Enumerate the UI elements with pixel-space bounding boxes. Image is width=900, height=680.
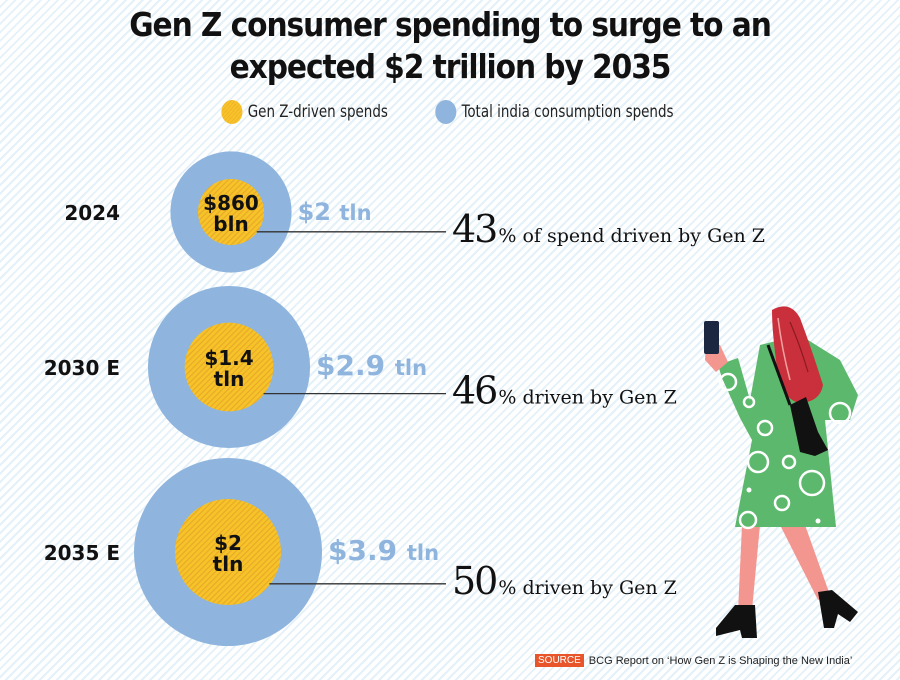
chart-title: Gen Z consumer spending to surge to an e… bbox=[45, 4, 855, 88]
percent-label: 50% driven by Gen Z bbox=[452, 559, 677, 603]
illustration-hair-strand bbox=[789, 321, 809, 373]
illustration-leg-right bbox=[780, 525, 830, 600]
illustration-shoe-left bbox=[716, 605, 757, 638]
genz-value-label: $2 bbox=[214, 531, 242, 555]
legend-item-genz: Gen Z-driven spends bbox=[221, 100, 388, 124]
total-unit: tln bbox=[395, 356, 427, 380]
total-value: $2.9 bbox=[316, 349, 395, 382]
illustration-hair-strand bbox=[777, 317, 791, 381]
title-line-2: expected $2 trillion by 2035 bbox=[229, 47, 672, 86]
genz-value-label: $860 bbox=[203, 191, 259, 215]
percent-label: 46% driven by Gen Z bbox=[452, 369, 677, 413]
year-label: 2035 E bbox=[44, 541, 120, 565]
illustration-hair bbox=[772, 306, 823, 403]
genz-unit-label: tln bbox=[214, 367, 245, 391]
woman-with-phone-illustration bbox=[704, 306, 858, 638]
illustration-shoe-right bbox=[818, 590, 858, 628]
genz-spend-bubble bbox=[184, 322, 274, 412]
total-unit: tln bbox=[339, 201, 371, 225]
illustration-phone bbox=[704, 321, 719, 354]
genz-value-label: $1.4 bbox=[204, 346, 253, 370]
illustration-leg-left bbox=[738, 525, 760, 612]
total-unit: tln bbox=[407, 541, 439, 565]
percent-text: % of spend driven by Gen Z bbox=[498, 225, 765, 247]
percent-value: 50 bbox=[452, 559, 496, 603]
illustration-dress-dot bbox=[815, 518, 821, 524]
percent-label: 43% of spend driven by Gen Z bbox=[452, 207, 765, 251]
genz-spend-bubble bbox=[197, 178, 265, 246]
legend-item-total: Total india consumption spends bbox=[435, 100, 674, 124]
year-label: 2030 E bbox=[44, 356, 120, 380]
percent-text: % driven by Gen Z bbox=[498, 577, 677, 599]
legend: Gen Z-driven spends Total india consumpt… bbox=[0, 100, 900, 124]
genz-unit-label: bln bbox=[213, 212, 248, 236]
illustration-dress-dots bbox=[718, 372, 852, 530]
illustration-dress-dot bbox=[746, 487, 752, 493]
total-value-label: $2.9 tln bbox=[316, 349, 427, 382]
total-value: $3.9 bbox=[328, 534, 407, 567]
illustration-bag-strap bbox=[766, 344, 792, 406]
title-line-1: Gen Z consumer spending to surge to an bbox=[129, 5, 772, 44]
source-note: SOURCE BCG Report on ‘How Gen Z is Shapi… bbox=[535, 654, 852, 667]
genz-spend-bubble bbox=[175, 499, 281, 605]
percent-text: % driven by Gen Z bbox=[498, 387, 677, 409]
year-label: 2024 bbox=[64, 201, 120, 225]
total-value: $2 bbox=[298, 198, 340, 226]
genz-unit-label: tln bbox=[213, 552, 244, 576]
legend-label-genz: Gen Z-driven spends bbox=[247, 102, 388, 122]
legend-label-total: Total india consumption spends bbox=[461, 102, 674, 122]
illustration-bag bbox=[790, 397, 828, 456]
legend-swatch-total bbox=[435, 100, 457, 124]
percent-value: 43 bbox=[452, 207, 496, 251]
total-value-label: $2 tln bbox=[298, 198, 372, 226]
percent-value: 46 bbox=[452, 369, 496, 413]
source-badge: SOURCE bbox=[535, 654, 584, 667]
total-value-label: $3.9 tln bbox=[328, 534, 439, 567]
source-text: BCG Report on ‘How Gen Z is Shaping the … bbox=[588, 654, 853, 667]
legend-swatch-genz bbox=[221, 100, 243, 124]
